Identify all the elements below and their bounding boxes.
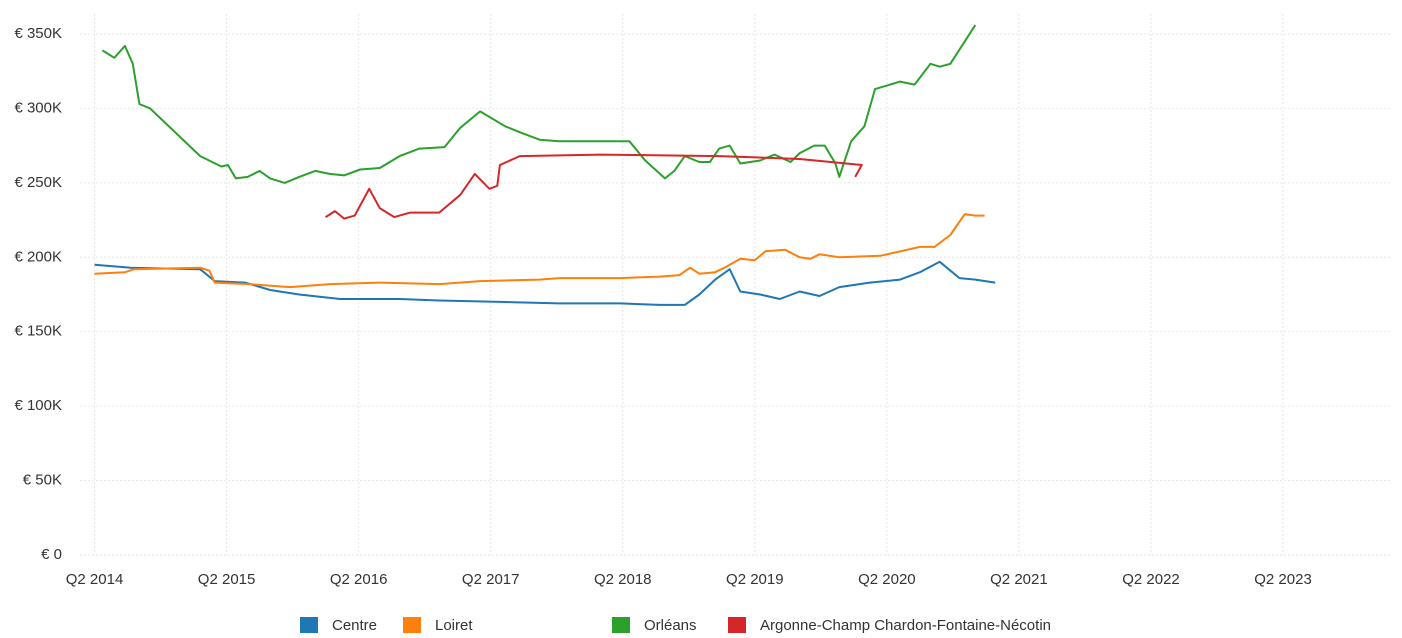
x-tick-label: Q2 2014 [66,571,124,588]
series-line [101,24,977,184]
legend-swatch [612,617,630,633]
legend-label: Centre [332,617,377,634]
y-tick-label: € 350K [14,25,62,42]
legend-label: Argonne-Champ Chardon-Fontaine-Nécotin [760,617,1051,634]
x-tick-label: Q2 2018 [594,571,652,588]
legend-label: Loiret [435,617,473,634]
x-tick-label: Q2 2015 [198,571,256,588]
y-tick-label: € 300K [14,99,62,116]
x-tick-label: Q2 2021 [990,571,1048,588]
x-tick-label: Q2 2020 [858,571,916,588]
series-line [94,260,996,306]
legend-swatch [300,617,318,633]
x-tick-label: Q2 2022 [1122,571,1180,588]
legend-label: Orléans [644,617,697,634]
y-tick-label: € 50K [23,472,62,489]
legend-swatch [403,617,421,633]
series-line [94,213,985,289]
x-tick-label: Q2 2017 [462,571,520,588]
x-tick-label: Q2 2019 [726,571,784,588]
y-tick-label: € 200K [14,248,62,265]
x-tick-label: Q2 2016 [330,571,388,588]
y-tick-label: € 100K [14,397,62,414]
y-tick-label: € 150K [14,323,62,340]
x-tick-label: Q2 2023 [1254,571,1312,588]
y-tick-label: € 0 [41,546,62,563]
y-tick-label: € 250K [14,174,62,191]
legend-swatch [728,617,746,633]
series-line [325,153,863,220]
